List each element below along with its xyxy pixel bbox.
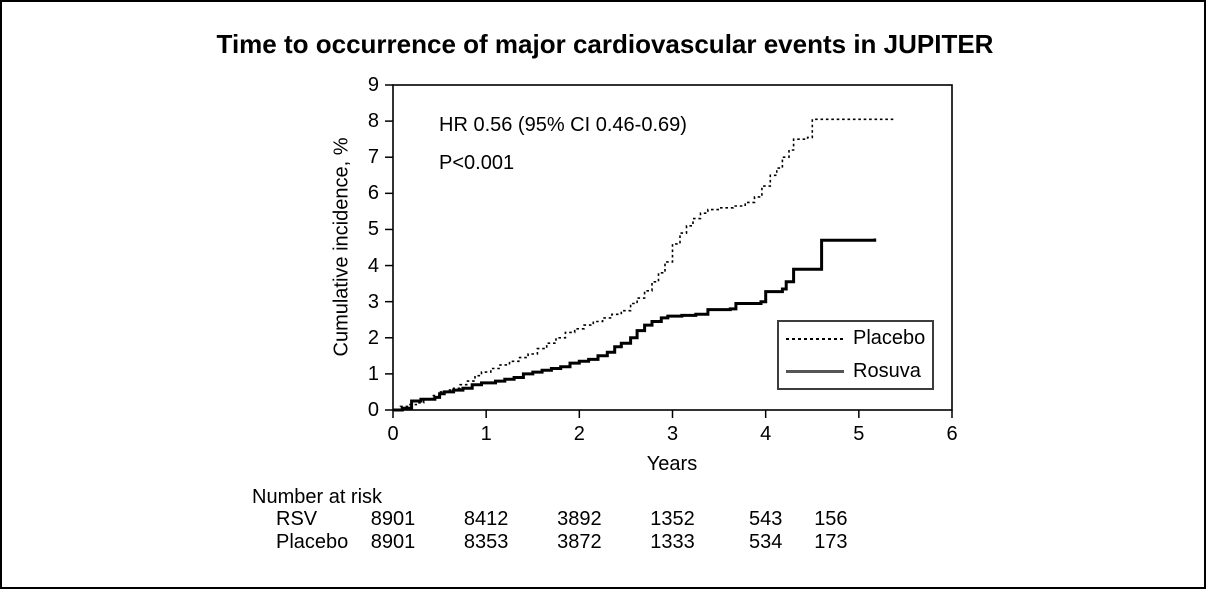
legend-entry-rosuva: Rosuva	[779, 355, 932, 388]
x-tick-label: 2	[573, 423, 585, 445]
risk-value: 3872	[557, 531, 602, 553]
x-axis-title: Years	[646, 453, 698, 475]
y-tick-label: 3	[367, 290, 379, 313]
dashed-line-swatch	[786, 337, 844, 340]
hazard-ratio-annotation: HR 0.56 (95% CI 0.46-0.69)	[439, 114, 687, 136]
p-value-annotation: P<0.001	[439, 152, 515, 174]
solid-line-swatch	[786, 370, 844, 373]
risk-value: 1352	[650, 508, 695, 530]
x-tick-label: 5	[853, 423, 865, 445]
number-at-risk-label: Number at risk	[252, 486, 383, 508]
km-curve-rosuva	[393, 238, 877, 412]
x-tick-label: 1	[480, 423, 492, 445]
x-tick-label: 4	[760, 423, 772, 445]
risk-row-label: RSV	[276, 508, 318, 530]
risk-value: 3892	[557, 508, 602, 530]
legend-label-rosuva: Rosuva	[853, 360, 921, 382]
risk-row-label: Placebo	[276, 531, 349, 553]
y-tick-label: 1	[367, 362, 379, 385]
risk-value: 8901	[370, 508, 416, 530]
chart-title: Time to occurrence of major cardiovascul…	[216, 29, 994, 59]
y-tick-label: 8	[367, 110, 379, 133]
y-tick-label: 7	[367, 146, 379, 169]
y-tick-label: 2	[367, 326, 379, 349]
x-tick-label: 6	[946, 423, 958, 445]
legend-entry-placebo: Placebo	[779, 322, 932, 355]
y-tick-label: 4	[367, 254, 379, 277]
risk-value: 8901	[370, 531, 416, 553]
y-tick-label: 6	[367, 182, 379, 205]
legend-label-placebo: Placebo	[853, 327, 926, 349]
y-tick-label: 5	[367, 218, 379, 241]
risk-value: 8353	[463, 531, 509, 553]
x-tick-label: 3	[666, 423, 679, 445]
legend: Placebo Rosuva	[777, 320, 934, 390]
risk-value: 8412	[463, 508, 509, 530]
y-axis-title: Cumulative incidence, %	[330, 137, 353, 357]
risk-value: 543	[748, 508, 783, 530]
km-curve-placebo	[393, 118, 895, 411]
x-tick-label: 0	[387, 423, 399, 445]
y-tick-label: 0	[367, 399, 379, 421]
risk-value: 156	[814, 508, 848, 530]
risk-value: 173	[814, 531, 848, 553]
y-tick-label: 9	[367, 74, 379, 96]
risk-value: 1333	[650, 531, 695, 553]
risk-value: 534	[748, 531, 783, 553]
